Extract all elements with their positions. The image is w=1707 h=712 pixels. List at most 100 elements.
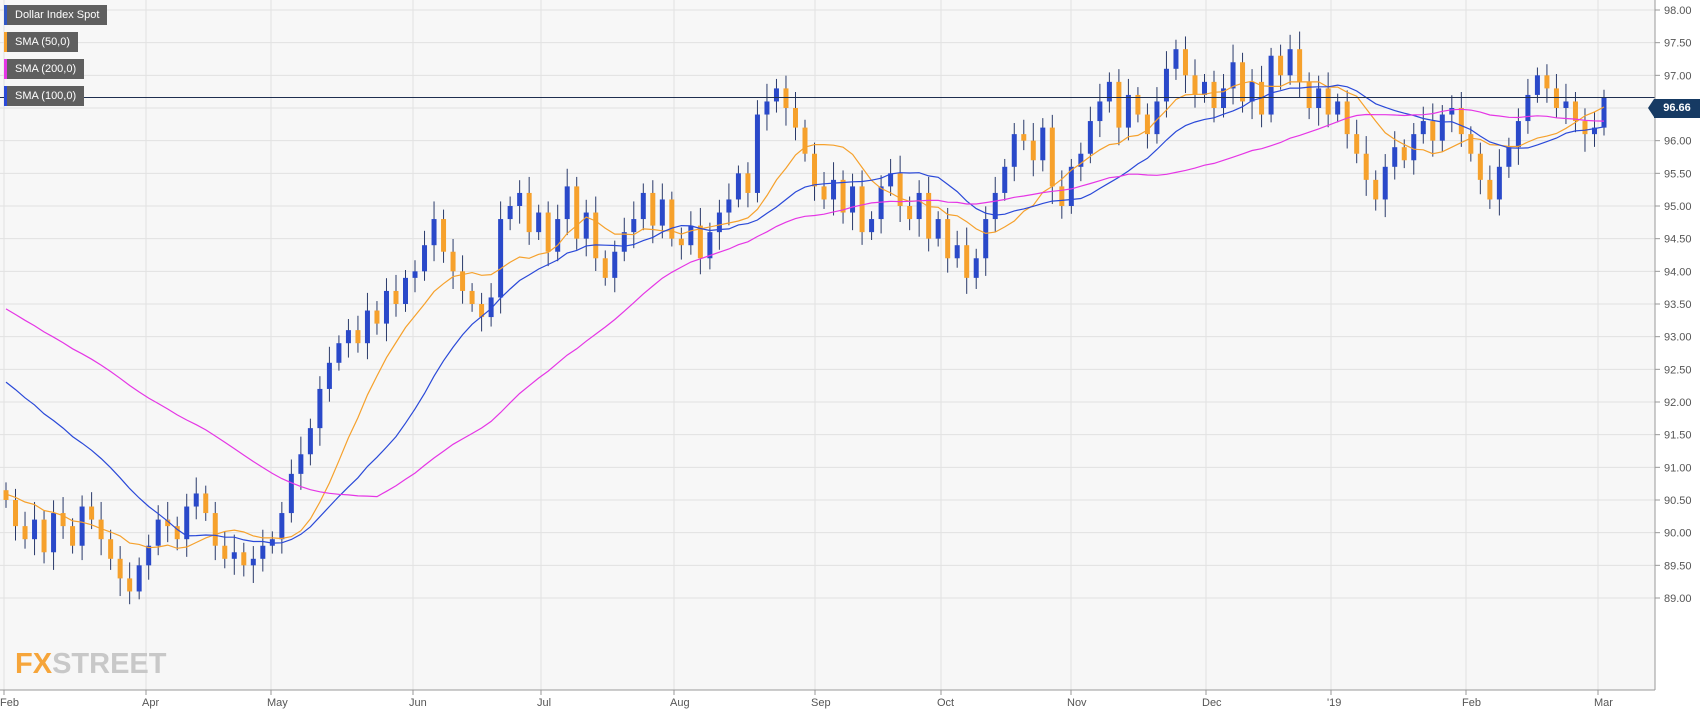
candle — [431, 201, 437, 262]
candle — [174, 516, 180, 551]
candle — [1173, 39, 1179, 80]
candle — [555, 204, 561, 262]
candles — [3, 31, 1607, 605]
candle-body — [1068, 166, 1074, 206]
candle-body — [1449, 108, 1455, 115]
candle-body — [374, 310, 380, 324]
legend-swatch-sma100 — [4, 86, 7, 106]
candle-body — [555, 219, 561, 252]
candle-body — [60, 513, 66, 527]
legend: Dollar Index Spot SMA (50,0) SMA (200,0)… — [4, 5, 108, 113]
candle-body — [1401, 147, 1407, 161]
candle-body — [983, 219, 989, 259]
candle — [1525, 78, 1531, 134]
candle — [1144, 103, 1150, 149]
candle-body — [1487, 179, 1493, 200]
candle — [1487, 165, 1493, 209]
candle-body — [422, 245, 428, 272]
candle-body — [393, 290, 399, 304]
candle-body — [174, 526, 180, 540]
candle — [479, 292, 485, 332]
candle — [1572, 91, 1578, 133]
y-tick-label: 91.00 — [1664, 462, 1692, 474]
candle — [726, 183, 732, 226]
candle-body — [212, 513, 218, 546]
candle — [488, 283, 494, 327]
candle — [460, 255, 466, 304]
candle-body — [1182, 49, 1188, 76]
candle — [1049, 114, 1055, 205]
candle-body — [1335, 101, 1341, 115]
candle — [1011, 123, 1017, 182]
candle — [89, 492, 95, 530]
candle-body — [222, 545, 228, 559]
y-tick-label: 94.00 — [1664, 266, 1692, 278]
candle-body — [650, 192, 656, 226]
candle-body — [98, 519, 104, 540]
candle — [469, 283, 475, 312]
candle — [288, 459, 294, 523]
candle-body — [1563, 101, 1569, 108]
candle — [926, 176, 932, 252]
candle-body — [1087, 121, 1093, 154]
candle-body — [108, 539, 114, 559]
y-tick-label: 93.50 — [1664, 299, 1692, 311]
candle-body — [1230, 62, 1236, 89]
candle — [812, 142, 818, 201]
candle-body — [1458, 108, 1464, 135]
candle-body — [13, 500, 19, 527]
candle-body — [383, 290, 389, 324]
candle-body — [745, 173, 751, 193]
candle-body — [764, 101, 770, 115]
candle — [1553, 74, 1559, 118]
candle — [869, 211, 875, 240]
candle-body — [298, 454, 304, 474]
candle — [783, 75, 789, 126]
candle-body — [1297, 49, 1303, 82]
candle-body — [1135, 94, 1141, 115]
candle-body — [716, 212, 722, 233]
legend-item-price[interactable]: Dollar Index Spot — [4, 5, 108, 25]
candle — [935, 211, 941, 247]
y-tick-label: 89.00 — [1664, 593, 1692, 605]
candle-body — [193, 493, 199, 507]
x-tick-label: Jul — [537, 697, 551, 709]
candle — [1278, 44, 1284, 90]
candle — [1496, 149, 1502, 216]
candle — [945, 207, 951, 273]
candle — [403, 270, 408, 312]
candle-body — [1221, 88, 1227, 108]
candle-body — [1154, 101, 1160, 135]
candle-body — [1249, 81, 1255, 102]
candle — [1373, 170, 1379, 211]
candle-body — [146, 545, 152, 566]
candle-body — [1306, 81, 1312, 108]
candle — [79, 495, 85, 561]
candle-body — [1354, 134, 1360, 154]
legend-item-sma50[interactable]: SMA (50,0) — [4, 32, 107, 52]
candle-body — [1496, 166, 1502, 200]
candle-body — [1078, 153, 1084, 167]
candle — [336, 335, 342, 371]
candle-body — [707, 232, 713, 259]
y-tick-label: 97.50 — [1664, 38, 1692, 50]
candle-body — [317, 388, 323, 429]
candle — [1040, 118, 1046, 172]
y-tick-label: 90.00 — [1664, 528, 1692, 540]
candle-body — [678, 238, 684, 246]
candle-body — [155, 519, 161, 546]
candle — [70, 518, 76, 554]
legend-item-sma100[interactable]: SMA (100,0) — [4, 86, 107, 106]
candle — [1354, 119, 1360, 164]
candle — [888, 158, 894, 196]
candle-body — [22, 526, 28, 540]
candle-body — [545, 212, 551, 252]
candle-body — [1553, 88, 1559, 108]
y-tick-label: 90.50 — [1664, 495, 1692, 507]
candle — [583, 199, 589, 257]
candle-body — [897, 173, 903, 206]
candle-body — [203, 493, 209, 514]
candle-body — [1544, 75, 1550, 89]
legend-item-sma200[interactable]: SMA (200,0) — [4, 59, 107, 79]
